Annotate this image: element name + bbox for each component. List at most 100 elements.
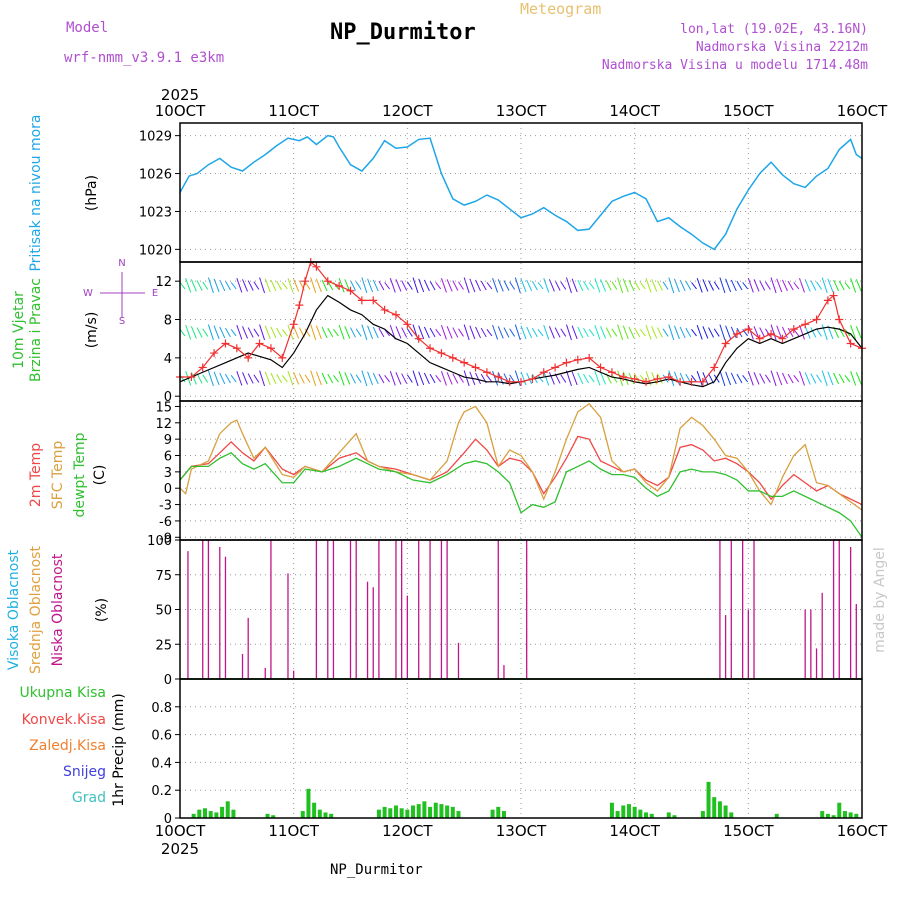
- dir-south-label: S: [119, 316, 125, 327]
- precip-legend-item: Ukupna Kisa: [19, 685, 106, 701]
- wind-barb: [395, 326, 402, 339]
- x-tick-label-top: 16OCT: [837, 102, 888, 120]
- wind-barb: [742, 282, 749, 290]
- wind-barb: [435, 375, 442, 383]
- gust-marker: [301, 277, 310, 286]
- y-tick-label: 0: [164, 812, 172, 827]
- gust-marker: [539, 368, 548, 377]
- wind-barb: [492, 324, 499, 340]
- wind-barb: [821, 277, 828, 294]
- wind-barb: [372, 279, 379, 292]
- wind-barb: [634, 327, 641, 338]
- wind-barb: [281, 375, 288, 383]
- wind-title-1: 10m Vjetar: [11, 291, 27, 369]
- wind-barb: [639, 282, 646, 290]
- wind-barb: [781, 372, 788, 385]
- wind-barb: [259, 370, 266, 387]
- wind-barb: [514, 277, 521, 294]
- wind-barb: [776, 278, 783, 293]
- y-tick-label: 1020: [139, 243, 172, 258]
- wind-barb: [816, 374, 822, 383]
- dewpt-line: [179, 452, 863, 538]
- wind-barb: [759, 373, 766, 384]
- wind-barb: [202, 328, 209, 337]
- gust-marker: [266, 344, 275, 353]
- gust-marker: [528, 374, 537, 383]
- wind-barb: [497, 326, 504, 339]
- wind-barb: [401, 373, 408, 384]
- gust-marker: [744, 325, 753, 334]
- wind-barb: [338, 370, 345, 386]
- wind-barb: [816, 281, 822, 290]
- wind-barb: [804, 372, 811, 385]
- precip-bar: [323, 812, 328, 818]
- y-tick-label: -6: [159, 515, 172, 530]
- wind-barb: [628, 326, 635, 339]
- wind-barb: [781, 326, 788, 339]
- wind-barb: [833, 372, 840, 385]
- wind-barb: [395, 279, 402, 292]
- wind-barb: [475, 372, 481, 385]
- wind-barb: [753, 326, 760, 339]
- dir-compass-icon: [100, 272, 145, 318]
- wind-barb: [571, 325, 578, 340]
- wind-barb: [350, 280, 356, 291]
- precip-bar: [854, 813, 859, 818]
- wind-barb: [463, 277, 470, 294]
- wind-barb: [668, 277, 675, 294]
- wind-barb: [514, 370, 521, 387]
- precip-bar: [842, 811, 847, 818]
- temp-unit: (C): [92, 465, 108, 486]
- gust-marker: [687, 377, 696, 386]
- wind-barb: [480, 280, 487, 291]
- wind-barb: [776, 371, 783, 386]
- wind-barb: [327, 280, 334, 291]
- y-tick-label: -3: [159, 499, 172, 514]
- gust-marker: [664, 373, 673, 382]
- precip-bar: [208, 811, 213, 818]
- wind-barb: [639, 329, 646, 337]
- precip-bar: [456, 811, 461, 818]
- y-tick-label: 0.2: [151, 784, 172, 799]
- wind-barb: [469, 325, 476, 340]
- gust-marker: [823, 296, 832, 305]
- precip-bar: [231, 809, 236, 818]
- wind-barb: [213, 325, 220, 340]
- wind-barb: [281, 282, 288, 290]
- wind-barb: [321, 326, 328, 339]
- wind-barb: [787, 373, 794, 384]
- wind-barb: [617, 324, 624, 341]
- precip-bar: [191, 813, 196, 818]
- wind-barb: [656, 327, 663, 338]
- temp2m-line: [179, 435, 863, 506]
- wind-barb: [293, 372, 300, 385]
- wind-barb: [452, 373, 459, 384]
- precip-bar: [848, 812, 853, 818]
- wind-barb: [696, 324, 703, 340]
- watermark-text: made by Angel: [872, 547, 888, 653]
- precip-bar: [399, 808, 404, 818]
- precip-bar: [490, 809, 495, 818]
- wind-barb: [764, 281, 771, 290]
- wind-barb: [344, 372, 351, 385]
- precip-bar: [300, 811, 305, 818]
- model-name: wrf-nmm_v3.9.1 e3km: [64, 50, 225, 66]
- wind-barb: [605, 327, 612, 338]
- precip-bar: [615, 811, 620, 818]
- gust-marker: [255, 339, 264, 348]
- x-tick-label-top: 13OCT: [496, 102, 547, 120]
- gust-marker: [778, 334, 787, 343]
- wind-barb: [770, 370, 777, 387]
- precip-bar: [632, 806, 637, 818]
- gust-marker: [846, 339, 855, 348]
- gust-marker: [232, 344, 241, 353]
- wind-barb: [793, 375, 800, 383]
- wind-barb: [838, 280, 845, 291]
- wind-barb: [264, 278, 271, 293]
- wind-barb: [662, 374, 669, 383]
- gust-marker: [289, 320, 298, 329]
- precip-bar: [271, 815, 276, 818]
- wind-barb: [378, 327, 385, 338]
- gust-marker: [721, 339, 730, 348]
- precip-legend-item: Snijeg: [63, 764, 106, 780]
